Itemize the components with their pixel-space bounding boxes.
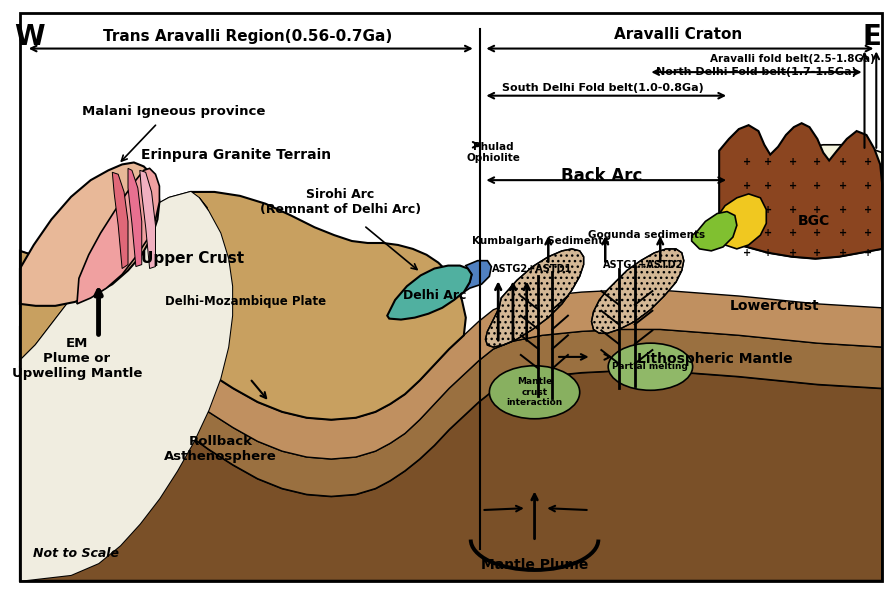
- Text: +: +: [764, 181, 772, 191]
- Polygon shape: [20, 327, 882, 581]
- Text: Gogunda sediments: Gogunda sediments: [588, 230, 705, 240]
- Text: Aravalli fold belt(2.5-1.8Ga): Aravalli fold belt(2.5-1.8Ga): [711, 55, 875, 64]
- Text: +: +: [864, 228, 873, 238]
- Text: Phulad
Ophiolite: Phulad Ophiolite: [467, 142, 520, 163]
- Polygon shape: [719, 123, 882, 259]
- Text: ASTG2+ASTD1: ASTG2+ASTD1: [493, 264, 573, 273]
- Text: +: +: [814, 157, 822, 168]
- Text: Sirohi Arc
(Remnant of Delhi Arc): Sirohi Arc (Remnant of Delhi Arc): [259, 188, 421, 216]
- Text: +: +: [743, 248, 751, 258]
- Text: South Delhi Fold belt(1.0-0.8Ga): South Delhi Fold belt(1.0-0.8Ga): [502, 83, 704, 93]
- Text: Lithospheric Mantle: Lithospheric Mantle: [637, 352, 793, 366]
- Text: +: +: [743, 204, 751, 214]
- Polygon shape: [20, 251, 882, 459]
- Text: +: +: [864, 204, 873, 214]
- Polygon shape: [113, 172, 128, 268]
- Text: +: +: [743, 228, 751, 238]
- Text: E: E: [863, 23, 881, 50]
- Text: Upper Crust: Upper Crust: [141, 251, 244, 266]
- Text: +: +: [864, 248, 873, 258]
- Text: +: +: [764, 204, 772, 214]
- Text: +: +: [789, 204, 797, 214]
- Text: W: W: [14, 23, 45, 50]
- Ellipse shape: [489, 366, 579, 419]
- Polygon shape: [485, 249, 584, 347]
- Text: +: +: [864, 157, 873, 168]
- Text: +: +: [764, 157, 772, 168]
- Text: +: +: [789, 181, 797, 191]
- Text: Malani Igneous province: Malani Igneous province: [82, 105, 266, 118]
- Polygon shape: [77, 168, 159, 304]
- Text: +: +: [764, 228, 772, 238]
- Text: +: +: [839, 248, 847, 258]
- Polygon shape: [20, 198, 232, 581]
- Polygon shape: [464, 261, 492, 292]
- Text: Not to Scale: Not to Scale: [33, 547, 119, 560]
- Text: North Delhi Fold belt(1.7-1.5Ga): North Delhi Fold belt(1.7-1.5Ga): [656, 67, 856, 77]
- Text: Mantle
crust
interaction: Mantle crust interaction: [506, 377, 562, 407]
- Polygon shape: [692, 211, 737, 251]
- Text: +: +: [864, 181, 873, 191]
- Polygon shape: [20, 192, 466, 420]
- Text: Mantle Plume: Mantle Plume: [481, 558, 588, 572]
- Text: EM
Plume or
Upwelling Mantle: EM Plume or Upwelling Mantle: [12, 337, 142, 380]
- Text: +: +: [764, 248, 772, 258]
- Polygon shape: [139, 170, 156, 268]
- Text: +: +: [839, 228, 847, 238]
- Text: +: +: [814, 228, 822, 238]
- Text: +: +: [839, 181, 847, 191]
- Text: Trans Aravalli Region(0.56-0.7Ga): Trans Aravalli Region(0.56-0.7Ga): [103, 29, 392, 45]
- Polygon shape: [20, 163, 159, 306]
- Polygon shape: [128, 168, 142, 267]
- Text: +: +: [814, 204, 822, 214]
- Polygon shape: [727, 145, 882, 259]
- Polygon shape: [592, 249, 684, 333]
- Text: ASTG1+ASTD2: ASTG1+ASTD2: [603, 260, 684, 270]
- Text: +: +: [814, 248, 822, 258]
- Text: +: +: [789, 157, 797, 168]
- Polygon shape: [20, 192, 232, 581]
- Text: LowerCrust: LowerCrust: [730, 299, 819, 313]
- Text: Rollback
Asthenosphere: Rollback Asthenosphere: [164, 435, 276, 463]
- Text: +: +: [743, 181, 751, 191]
- Polygon shape: [20, 290, 882, 497]
- Text: Partial melting: Partial melting: [612, 362, 688, 371]
- Polygon shape: [20, 13, 882, 581]
- Text: Kumbalgarh Sediments: Kumbalgarh Sediments: [472, 236, 609, 246]
- Text: +: +: [839, 204, 847, 214]
- Text: +: +: [789, 228, 797, 238]
- Polygon shape: [713, 194, 766, 249]
- Text: BGC: BGC: [797, 214, 830, 228]
- Text: Back Arc: Back Arc: [561, 168, 642, 185]
- Polygon shape: [387, 266, 472, 320]
- Text: +: +: [814, 181, 822, 191]
- Ellipse shape: [608, 343, 693, 390]
- Text: Delhi Arc: Delhi Arc: [402, 289, 466, 302]
- Text: Erinpura Granite Terrain: Erinpura Granite Terrain: [141, 148, 331, 162]
- Text: Aravalli Craton: Aravalli Craton: [614, 27, 742, 42]
- Text: +: +: [839, 157, 847, 168]
- Text: +: +: [789, 248, 797, 258]
- Text: Delhi-Mozambique Plate: Delhi-Mozambique Plate: [165, 295, 326, 308]
- Text: +: +: [743, 157, 751, 168]
- Polygon shape: [20, 192, 210, 366]
